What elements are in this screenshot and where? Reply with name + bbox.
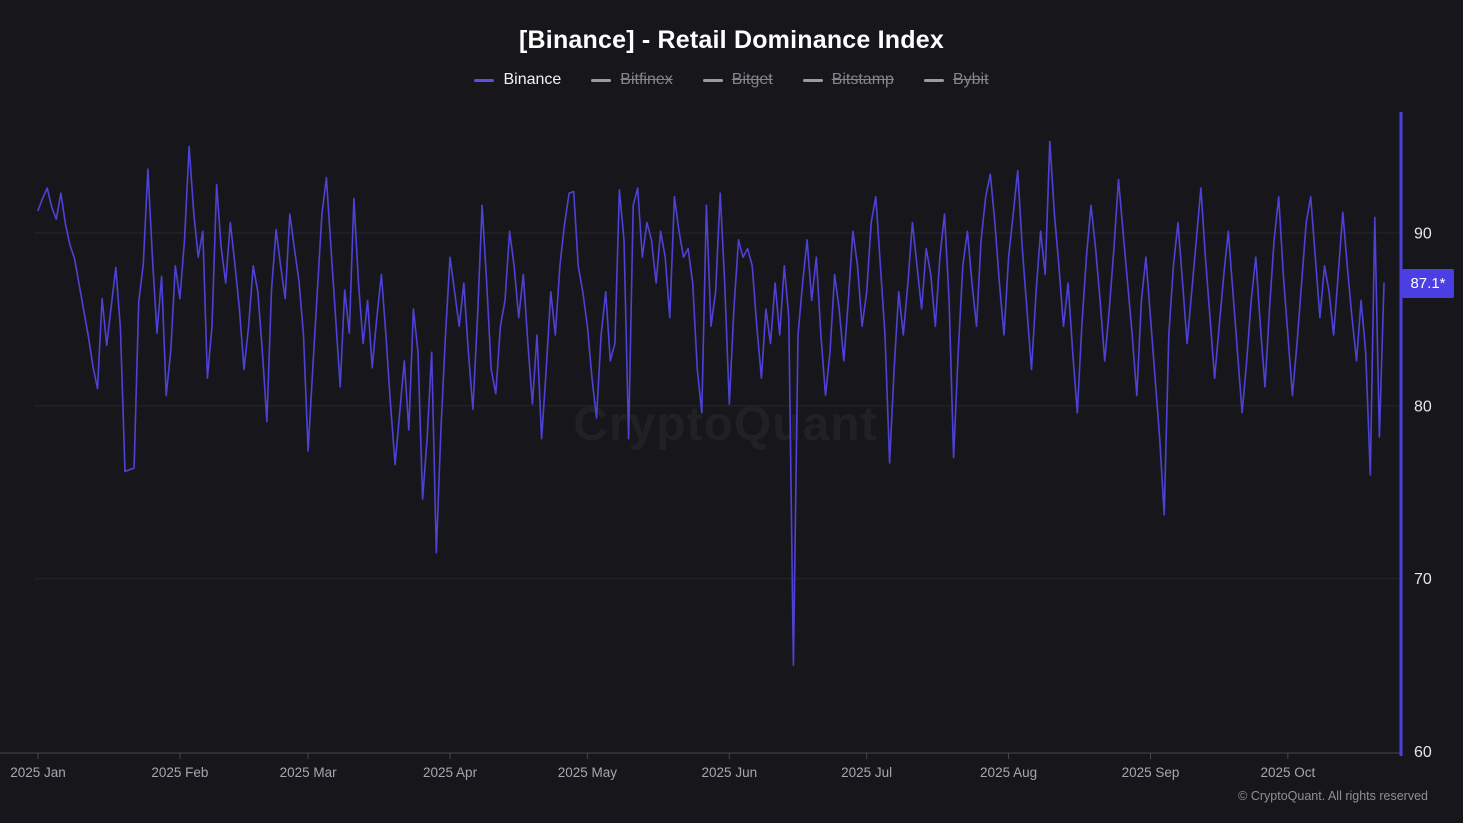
legend-item-bitget[interactable]: Bitget: [702, 71, 773, 89]
legend-item-label: Binance: [503, 71, 562, 88]
binance-series-line: [37, 140, 1385, 666]
copyright-notice: © CryptoQuant. All rights reserved: [1238, 789, 1428, 803]
legend-item-bitfinex[interactable]: Bitfinex: [591, 71, 673, 89]
x-tick-label: 2025 Feb: [151, 765, 208, 780]
legend-item-label: Bitfinex: [620, 71, 673, 88]
x-tick-label: 2025 May: [558, 765, 618, 780]
x-tick-label: 2025 Sep: [1122, 765, 1180, 780]
legend-item-label: Bitget: [731, 71, 773, 88]
legend: Binance Bitfinex Bitget Bitstamp Bybit: [0, 71, 1463, 89]
x-tick-label: 2025 Jul: [841, 765, 892, 780]
x-tick-label: 2025 Jun: [702, 765, 758, 780]
y-tick-label: 90: [1414, 225, 1432, 242]
y-tick-label: 60: [1414, 744, 1432, 761]
legend-dash-icon: [474, 78, 495, 82]
legend-dash-icon: [702, 78, 723, 82]
legend-item-label: Bybit: [952, 71, 989, 88]
x-tick-label: 2025 Oct: [1260, 765, 1315, 780]
legend-item-bybit[interactable]: Bybit: [923, 71, 989, 89]
x-tick-label: 2025 Apr: [423, 765, 478, 780]
x-tick-label: 2025 Mar: [280, 765, 338, 780]
legend-item-bitstamp[interactable]: Bitstamp: [802, 71, 894, 89]
legend-dash-icon: [591, 78, 612, 82]
y-tick-label: 80: [1414, 398, 1432, 415]
x-tick-label: 2025 Aug: [980, 765, 1037, 780]
legend-item-label: Bitstamp: [831, 71, 894, 88]
x-tick-label: 2025 Jan: [10, 765, 66, 780]
last-value-badge: 87.1*: [1402, 268, 1454, 298]
legend-item-binance[interactable]: Binance: [474, 71, 561, 89]
legend-dash-icon: [923, 78, 944, 82]
legend-dash-icon: [802, 78, 823, 82]
chart-title: [Binance] - Retail Dominance Index: [519, 26, 944, 54]
y-tick-label: 70: [1414, 571, 1432, 588]
